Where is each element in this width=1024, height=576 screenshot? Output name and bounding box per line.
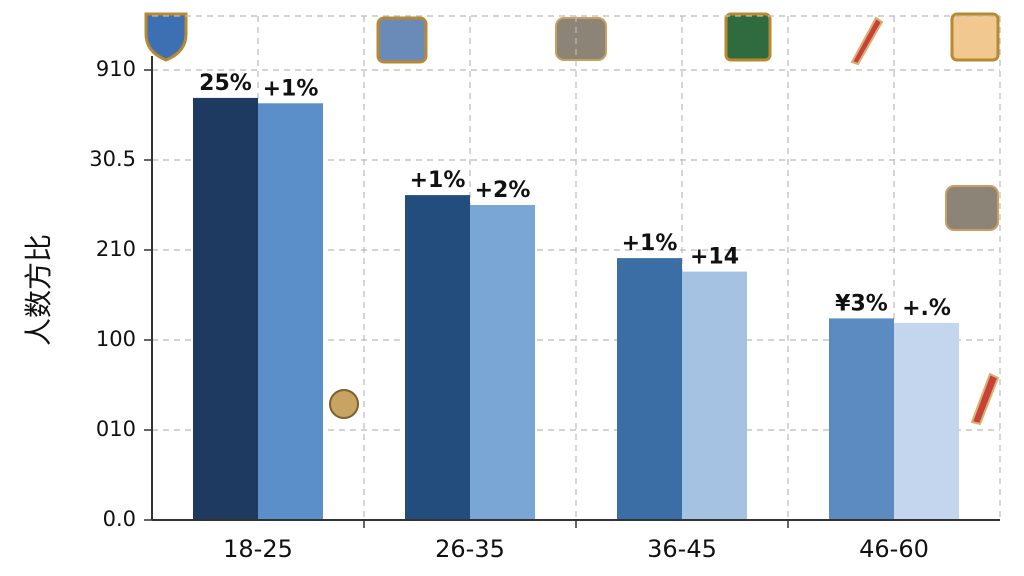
- bar: [829, 318, 894, 520]
- icon-portrait: [950, 12, 1000, 62]
- icons: [144, 12, 1000, 426]
- x-tick-label: 46-60: [859, 535, 929, 563]
- y-tick-label: 0.0: [103, 507, 136, 531]
- y-tick-label: 910: [96, 57, 136, 81]
- y-tick-label: 010: [96, 417, 136, 441]
- y-tick-label: 210: [96, 237, 136, 261]
- bar: [470, 205, 535, 520]
- icon-throne: [555, 17, 607, 61]
- bar-label: +.%: [902, 296, 951, 321]
- x-tick-label: 18-25: [223, 535, 293, 563]
- bar: [405, 195, 470, 520]
- bar: [193, 97, 258, 521]
- bar-label: +1%: [263, 76, 319, 101]
- x-tick-label: 26-35: [435, 535, 505, 563]
- bar-label: +14: [690, 245, 739, 270]
- icon-shield: [144, 12, 188, 62]
- bar-label: ¥3%: [835, 291, 888, 316]
- icon-emblem: [329, 389, 359, 419]
- bar-label: +1%: [410, 168, 466, 193]
- y-tick-label: 100: [96, 327, 136, 351]
- bar-label: +2%: [475, 178, 531, 203]
- bar: [258, 103, 323, 521]
- bar: [682, 271, 747, 520]
- x-tick-label: 36-45: [647, 535, 717, 563]
- y-axis-label: 人数方比: [22, 234, 55, 346]
- bar: [894, 322, 959, 520]
- bar: [617, 258, 682, 520]
- bar-label: +1%: [622, 231, 678, 256]
- icon-king: [376, 16, 428, 64]
- bar-label: 25%: [199, 71, 252, 96]
- icon-sword: [850, 16, 884, 66]
- icon-banner: [724, 12, 772, 62]
- icon-sword: [970, 372, 1000, 426]
- icon-throne: [945, 185, 999, 231]
- y-tick-label: 30.5: [89, 147, 136, 171]
